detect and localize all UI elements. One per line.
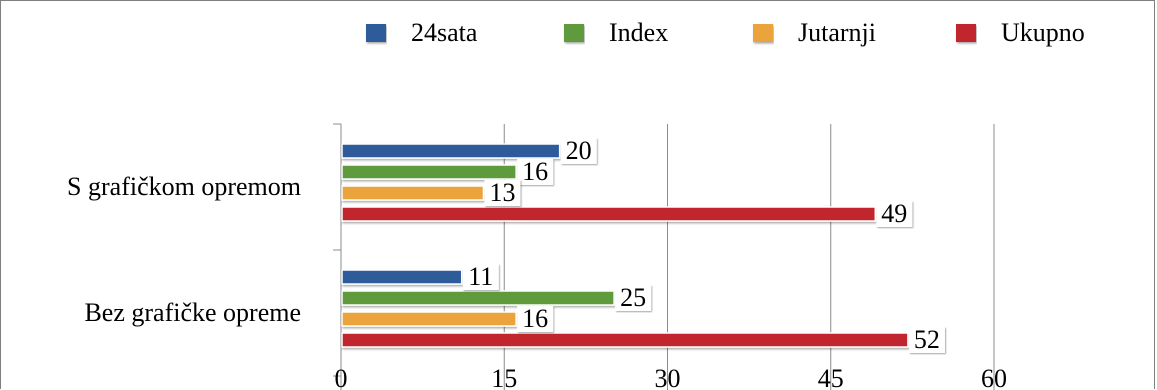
bar-24sata-bez-graficke-opreme [341, 269, 463, 285]
axes [333, 123, 342, 390]
data-label-index-bez-graficke-opreme: 25 [615, 283, 652, 312]
legend-swatch [753, 24, 773, 42]
bar-24sata-s-grafickom-opremom [341, 143, 561, 159]
data-label-box [615, 285, 652, 311]
data-label-box [462, 264, 499, 290]
data-label-box [560, 138, 597, 164]
legend-item-jutarnji: Jutarnji [753, 18, 876, 47]
data-label-text: 16 [522, 304, 548, 333]
bar-jutarnji-bez-graficke-opreme [341, 311, 517, 327]
data-label-box [517, 306, 554, 332]
legend-item-ukupno: Ukupno [956, 18, 1085, 47]
data-label-text: 11 [468, 262, 493, 291]
x-tick-label-0: 0 [335, 364, 348, 390]
x-tick-label-60: 60 [981, 364, 1007, 390]
category-label-bez-graficke-opreme: Bez grafičke opreme [84, 298, 301, 327]
data-label-24sata-bez-graficke-opreme: 11 [462, 262, 499, 291]
category-label-s-grafickom-opremom: S grafičkom opremom [67, 172, 301, 201]
bar-index-s-grafickom-opremom [341, 164, 517, 180]
x-tick-label-30: 30 [655, 364, 681, 390]
data-label-text: 13 [489, 178, 515, 207]
legend-swatch [956, 24, 976, 42]
data-label-ukupno-bez-graficke-opreme: 52 [908, 325, 945, 354]
x-tick-label-45: 45 [818, 364, 844, 390]
legend-label: Index [609, 18, 668, 47]
data-label-box [484, 180, 521, 206]
bar-index-bez-graficke-opreme [341, 290, 615, 306]
data-label-text: 25 [620, 283, 646, 312]
data-label-box [876, 201, 913, 227]
tick-labels: 0 15 30 45 60 [335, 364, 1008, 390]
legend-item-24sata: 24sata [366, 18, 478, 47]
data-label-ukupno-s-grafickom-opremom: 49 [876, 199, 913, 228]
legend-label: 24sata [411, 18, 478, 47]
data-label-text: 16 [522, 157, 548, 186]
data-label-text: 20 [566, 136, 592, 165]
legend: 24sata Index Jutarnji Ukupno [366, 18, 1085, 47]
data-label-text: 52 [914, 325, 940, 354]
data-label-jutarnji-s-grafickom-opremom: 13 [484, 178, 521, 207]
legend-label: Ukupno [1001, 18, 1085, 47]
legend-label: Jutarnji [798, 18, 876, 47]
legend-item-index: Index [564, 18, 668, 47]
category-labels: S grafičkom opremom Bez grafičke opreme [67, 172, 301, 327]
data-label-box [517, 159, 554, 185]
bar-ukupno-s-grafickom-opremom [341, 206, 877, 222]
data-label-text: 49 [881, 199, 907, 228]
x-tick-label-15: 15 [491, 364, 517, 390]
data-label-24sata-s-grafickom-opremom: 20 [560, 136, 597, 165]
data-label-jutarnji-bez-graficke-opreme: 16 [517, 304, 554, 333]
bar-ukupno-bez-graficke-opreme [341, 332, 909, 348]
data-label-box [908, 327, 945, 353]
legend-swatch [366, 24, 386, 42]
data-label-index-s-grafickom-opremom: 16 [517, 157, 554, 186]
bars [341, 143, 909, 348]
legend-swatch [564, 24, 584, 42]
bar-jutarnji-s-grafickom-opremom [341, 185, 485, 201]
